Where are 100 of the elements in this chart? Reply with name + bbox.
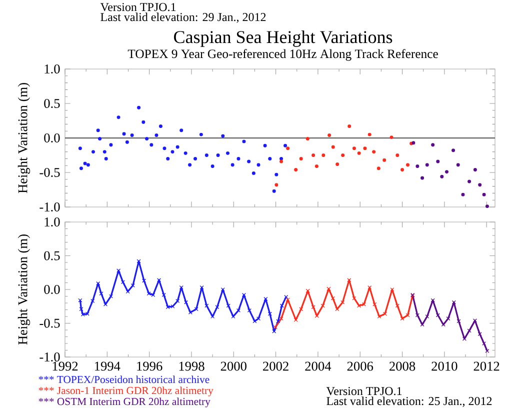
point — [150, 143, 154, 147]
y-tick-label: 1.0 — [44, 217, 60, 227]
x-tick-label: 2008 — [390, 362, 416, 371]
point — [268, 156, 272, 160]
point — [96, 281, 100, 286]
point — [130, 283, 135, 288]
point — [158, 124, 162, 128]
point — [452, 300, 456, 304]
y-tick-label: 0.5 — [44, 98, 60, 108]
point — [462, 336, 466, 341]
point — [256, 163, 260, 167]
text: *** OSTM Interim GDR 20hz altimetry — [38, 398, 210, 408]
point — [125, 140, 129, 144]
point — [440, 174, 444, 178]
text: *** Jason-1 Interim GDR 20hz altimetry — [38, 386, 214, 396]
point — [416, 164, 420, 168]
point — [236, 308, 241, 312]
point — [204, 304, 209, 308]
point — [86, 163, 90, 167]
point — [176, 145, 180, 149]
point — [368, 285, 372, 290]
y-tick-label: 0.0 — [44, 284, 60, 294]
point — [247, 308, 252, 312]
point — [445, 170, 448, 174]
point — [221, 134, 225, 138]
point — [382, 312, 388, 316]
point — [204, 154, 208, 157]
point — [420, 322, 424, 327]
point — [326, 286, 331, 291]
point — [122, 132, 126, 136]
text: Last valid elevation: 25 Jan., 2012 — [326, 396, 492, 407]
point — [280, 160, 284, 164]
point — [154, 134, 158, 137]
point — [142, 120, 146, 124]
point — [220, 287, 225, 292]
point — [200, 285, 204, 290]
point — [347, 278, 352, 282]
point — [406, 313, 410, 318]
y-tick-label: -0.5 — [40, 168, 60, 178]
point — [294, 318, 298, 322]
point — [90, 298, 95, 304]
point — [116, 116, 120, 120]
point — [98, 136, 102, 140]
point — [231, 314, 236, 319]
x-tick-label: 2002 — [263, 362, 288, 371]
point — [330, 296, 335, 300]
point — [322, 154, 326, 157]
point — [272, 329, 276, 334]
chart-title: Caspian Sea Height Variations — [174, 30, 392, 47]
point — [280, 156, 284, 160]
point — [136, 259, 141, 264]
point — [199, 132, 203, 136]
point — [400, 316, 404, 321]
point — [92, 150, 95, 154]
y-tick-label: -1.0 — [40, 202, 60, 212]
point — [226, 304, 230, 308]
point — [215, 305, 220, 310]
point — [390, 287, 394, 292]
point — [263, 144, 267, 148]
point — [230, 163, 234, 167]
point — [180, 128, 184, 132]
x-tick-label: 1998 — [179, 362, 204, 371]
point — [478, 332, 482, 336]
point — [306, 136, 310, 140]
point — [299, 156, 303, 160]
point — [363, 146, 367, 150]
y-tick-label: 0.5 — [44, 251, 60, 260]
point — [109, 143, 113, 147]
point — [299, 307, 304, 312]
x-tick-label: 1996 — [137, 362, 162, 371]
point — [335, 307, 340, 312]
point — [372, 302, 377, 306]
point — [116, 268, 121, 273]
point — [194, 156, 198, 160]
point — [162, 292, 166, 297]
point — [210, 164, 214, 168]
point — [179, 285, 184, 290]
point — [162, 146, 166, 150]
point — [120, 280, 125, 284]
point — [446, 316, 450, 321]
point — [478, 183, 482, 187]
point — [78, 146, 82, 150]
x-tick-label: 1992 — [52, 362, 78, 371]
x-tick-label: 1994 — [95, 362, 120, 371]
point — [268, 312, 272, 316]
point — [284, 144, 288, 148]
point — [328, 134, 332, 137]
point — [272, 189, 276, 193]
point — [294, 168, 298, 172]
point — [400, 168, 404, 172]
point — [341, 154, 345, 157]
point — [485, 204, 489, 208]
point — [108, 294, 113, 298]
point — [276, 319, 280, 324]
point — [83, 162, 87, 166]
point — [104, 156, 108, 160]
x-tick-label: 2010 — [432, 362, 458, 371]
point — [256, 316, 261, 321]
point — [102, 150, 106, 154]
point — [336, 162, 340, 166]
